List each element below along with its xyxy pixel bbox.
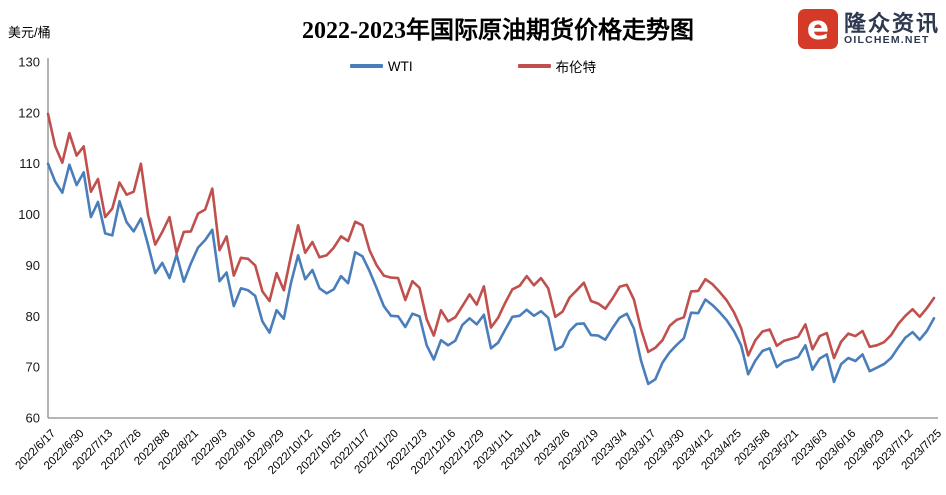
- series-line-wti: [46, 162, 936, 386]
- brent-line-swatch-icon: [517, 64, 551, 68]
- series-line-brent: [46, 112, 936, 360]
- legend-item-brent: 布伦特: [517, 56, 597, 76]
- y-tick-label: 100: [18, 207, 40, 222]
- legend-label-brent: 布伦特: [555, 60, 597, 75]
- legend-item-wti: WTI: [349, 58, 413, 74]
- y-axis-unit-label: 美元/桶: [8, 25, 51, 40]
- y-tick-label: 90: [26, 258, 40, 273]
- wti-line-swatch-icon: [349, 64, 383, 68]
- y-tick-label: 60: [26, 411, 40, 426]
- oilchem-logo-text: 隆众资讯 OILCHEM.NET: [844, 12, 940, 46]
- logo-domain-name: OILCHEM.NET: [843, 34, 930, 47]
- y-tick-label: 130: [18, 55, 40, 70]
- oilchem-logo: e 隆众资讯 OILCHEM.NET: [797, 9, 940, 49]
- oilchem-e-icon: e: [797, 9, 838, 49]
- legend-label-wti: WTI: [387, 58, 413, 74]
- chart-legend: WTI 布伦特: [0, 56, 946, 76]
- y-tick-label: 70: [26, 360, 40, 375]
- y-tick-label: 80: [26, 309, 40, 324]
- y-tick-label: 110: [19, 156, 40, 171]
- chart-title: 2022-2023年国际原油期货价格走势图: [302, 18, 694, 44]
- y-tick-label: 120: [18, 105, 40, 120]
- logo-brand-name: 隆众资讯: [843, 10, 940, 36]
